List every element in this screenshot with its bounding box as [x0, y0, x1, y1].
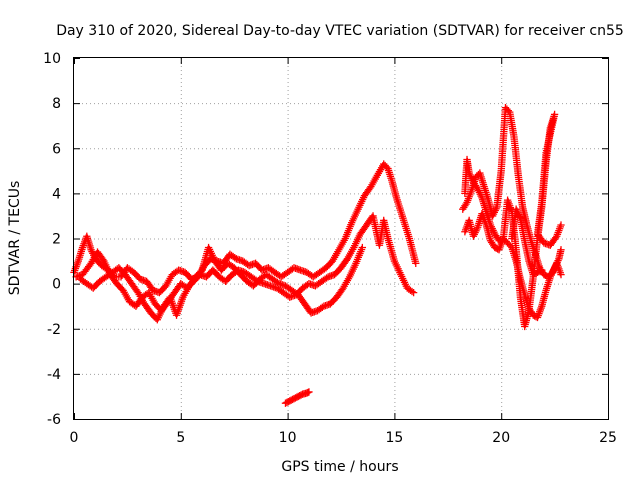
- data-point: [557, 270, 565, 279]
- y-axis-label: SDTVAR / TECUs: [7, 181, 23, 296]
- y-tick-label: 2: [52, 232, 61, 248]
- data-point: [358, 243, 367, 252]
- y-tick-label: 8: [52, 96, 61, 112]
- data-point: [305, 388, 313, 396]
- grid-layer: [74, 58, 608, 419]
- series-track-b: [72, 212, 418, 315]
- tick-label-layer: 0 5 10 15 20 25 -6 -4 -2 0 2 4 6 8 10: [43, 51, 617, 446]
- data-point: [412, 259, 420, 267]
- data-points: [70, 103, 565, 407]
- y-tick-label: 6: [52, 141, 61, 157]
- series-track-d: [281, 388, 313, 407]
- series-track-c: [76, 243, 367, 324]
- x-tick-label: 20: [492, 430, 510, 446]
- tick-layer: [74, 58, 609, 420]
- y-tick-label: 0: [52, 277, 61, 293]
- series-track-f: [459, 103, 565, 281]
- x-tick-label: 25: [599, 430, 617, 446]
- data-point: [557, 246, 565, 254]
- x-tick-label: 0: [70, 430, 79, 446]
- series-track-g: [461, 110, 565, 331]
- chart-title: Day 310 of 2020, Sidereal Day-to-day VTE…: [56, 23, 624, 39]
- y-tick-label: 4: [52, 186, 61, 202]
- y-tick-label: -2: [47, 322, 61, 338]
- y-tick-label: 10: [43, 51, 61, 67]
- y-tick-label: -6: [47, 412, 61, 428]
- data-point: [557, 221, 565, 229]
- y-tick-label: -4: [47, 367, 61, 383]
- data-point: [409, 289, 418, 297]
- x-axis-label: GPS time / hours: [281, 459, 398, 475]
- x-tick-label: 10: [279, 430, 297, 446]
- data-point: [538, 266, 546, 274]
- x-tick-label: 15: [385, 430, 403, 446]
- x-tick-label: 5: [176, 430, 185, 446]
- series-track-h: [508, 205, 546, 279]
- plot-frame: [73, 57, 609, 420]
